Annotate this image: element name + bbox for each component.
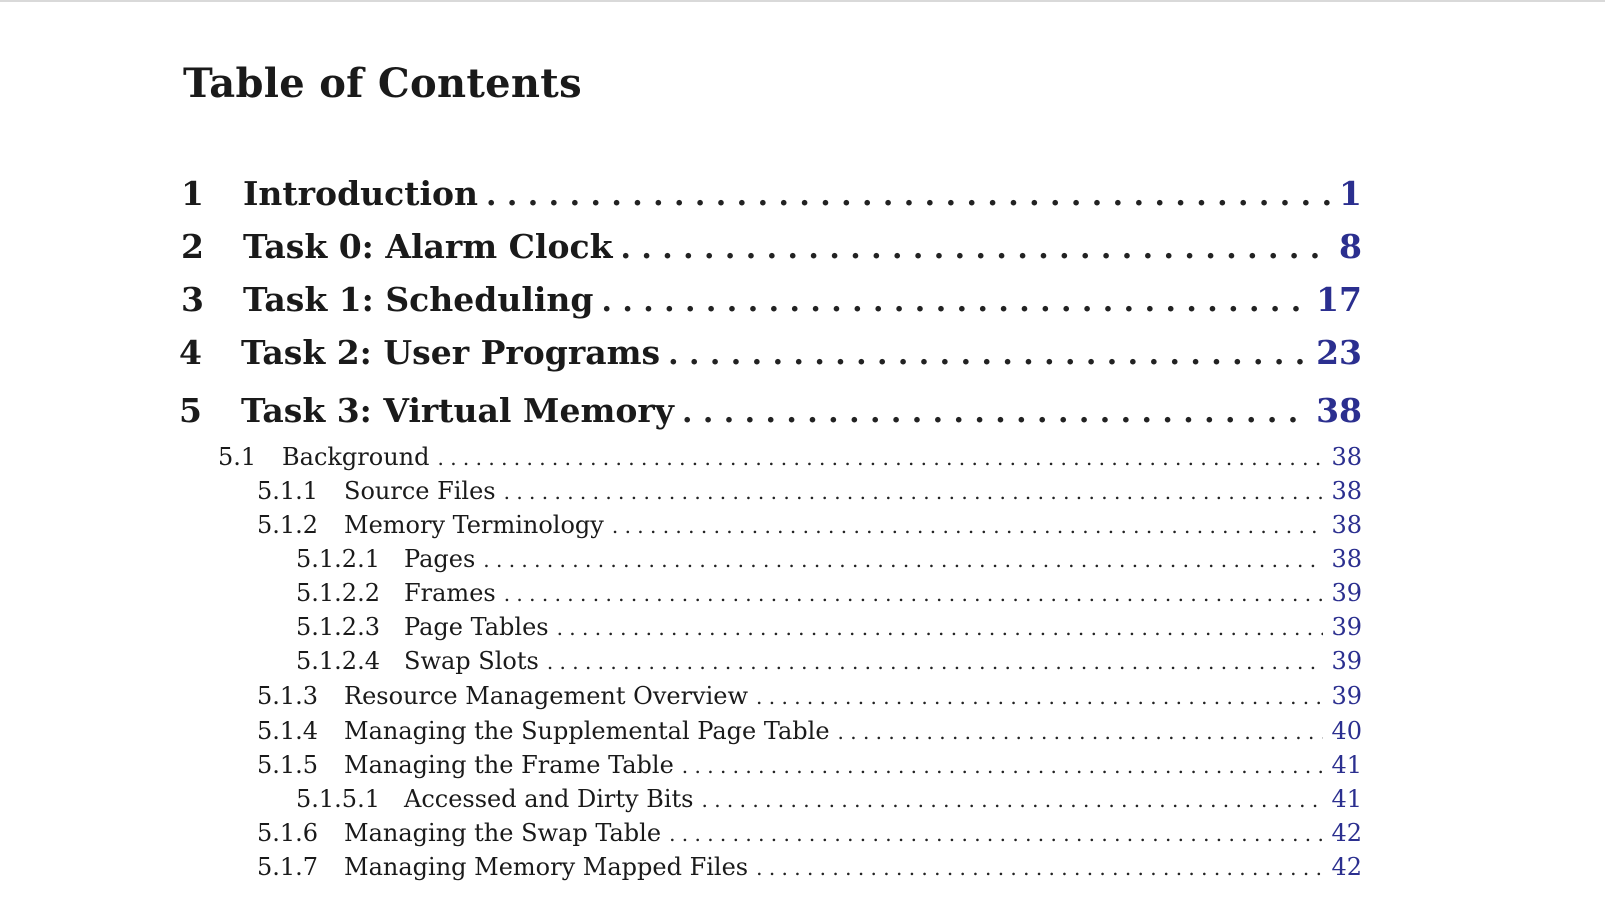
page-number-link[interactable]: 39 (1331, 682, 1362, 710)
dot-leader (620, 226, 1331, 272)
dot-leader (438, 441, 1324, 475)
dot-leader (483, 543, 1323, 577)
entry-label: Page Tables (404, 613, 549, 641)
toc-title: Table of Contents (183, 60, 582, 107)
toc-entry-chapter-2[interactable]: 2 Task 0: Alarm Clock 8 (181, 224, 1362, 270)
entry-label: Task 3: Virtual Memory (241, 391, 674, 430)
page-number-link[interactable]: 38 (1316, 391, 1362, 430)
dot-leader (547, 645, 1324, 679)
toc-entry-subsection[interactable]: 5.1.4 Managing the Supplemental Page Tab… (257, 714, 1362, 748)
page-number-link[interactable]: 8 (1339, 227, 1362, 266)
toc-entry-subsection[interactable]: 5.1.6 Managing the Swap Table 42 (257, 816, 1362, 850)
dot-leader (838, 715, 1324, 749)
entry-label: Task 1: Scheduling (243, 280, 594, 319)
entry-label: Introduction (243, 174, 479, 213)
entry-label: Source Files (344, 477, 496, 505)
entry-number: 2 (181, 227, 204, 266)
dot-leader (702, 783, 1324, 817)
entry-number: 1 (181, 174, 204, 213)
page-number-link[interactable]: 39 (1331, 613, 1362, 641)
entry-number: 5.1.2.4 (296, 647, 380, 675)
entry-number: 5.1.3 (257, 682, 319, 710)
toc-entry-chapter-4[interactable]: 4 Task 2: User Programs 23 (179, 330, 1362, 376)
dot-leader (756, 851, 1323, 885)
page-number-link[interactable]: 38 (1331, 477, 1362, 505)
toc-entry-chapter-1[interactable]: 1 Introduction 1 (181, 171, 1362, 217)
page-number-link[interactable]: 23 (1316, 333, 1362, 372)
entry-label: Swap Slots (404, 647, 539, 675)
page-number-link[interactable]: 1 (1339, 174, 1362, 213)
entry-number: 5.1.6 (257, 819, 319, 847)
entry-label: Accessed and Dirty Bits (404, 785, 694, 813)
entry-number: 5.1.2 (257, 511, 319, 539)
page-number-link[interactable]: 38 (1331, 443, 1362, 471)
page-number-link[interactable]: 38 (1331, 545, 1362, 573)
entry-number: 5.1.4 (257, 717, 319, 745)
dot-leader (504, 577, 1324, 611)
entry-number: 5.1.2.3 (296, 613, 380, 641)
entry-label: Memory Terminology (344, 511, 604, 539)
entry-label: Background (282, 443, 430, 471)
entry-number: 5.1 (218, 443, 257, 471)
dot-leader (668, 332, 1308, 378)
toc-entry-subsubsection[interactable]: 5.1.5.1 Accessed and Dirty Bits 41 (296, 782, 1362, 816)
dot-leader (682, 749, 1324, 783)
entry-label: Task 0: Alarm Clock (243, 227, 613, 266)
toc-entry-subsubsection[interactable]: 5.1.2.4 Swap Slots 39 (296, 644, 1362, 678)
entry-label: Managing the Frame Table (344, 751, 674, 779)
toc-entry-section[interactable]: 5.1 Background 38 (218, 440, 1362, 474)
entry-number: 3 (181, 280, 204, 319)
entry-number: 4 (179, 333, 202, 372)
toc-entry-subsubsection[interactable]: 5.1.2.1 Pages 38 (296, 542, 1362, 576)
dot-leader (756, 680, 1323, 714)
dot-leader (669, 817, 1323, 851)
page-number-link[interactable]: 40 (1331, 717, 1362, 745)
top-rule (0, 0, 1605, 2)
dot-leader (682, 390, 1308, 436)
entry-number: 5.1.1 (257, 477, 319, 505)
entry-label: Frames (404, 579, 496, 607)
toc-entry-subsection[interactable]: 5.1.3 Resource Management Overview 39 (257, 679, 1362, 713)
page-number-link[interactable]: 41 (1331, 785, 1362, 813)
toc-entry-chapter-3[interactable]: 3 Task 1: Scheduling 17 (181, 277, 1362, 323)
entry-label: Managing the Supplemental Page Table (344, 717, 830, 745)
page-number-link[interactable]: 42 (1331, 853, 1362, 881)
entry-label: Task 2: User Programs (241, 333, 661, 372)
entry-number: 5.1.5 (257, 751, 319, 779)
entry-number: 5.1.7 (257, 853, 319, 881)
dot-leader (486, 173, 1331, 219)
toc-entry-chapter-5[interactable]: 5 Task 3: Virtual Memory 38 (179, 388, 1362, 434)
toc-entry-subsubsection[interactable]: 5.1.2.2 Frames 39 (296, 576, 1362, 610)
page-number-link[interactable]: 39 (1331, 579, 1362, 607)
toc-entry-subsection[interactable]: 5.1.5 Managing the Frame Table 41 (257, 748, 1362, 782)
page-number-link[interactable]: 42 (1331, 819, 1362, 847)
entry-number: 5.1.2.1 (296, 545, 380, 573)
entry-number: 5.1.5.1 (296, 785, 380, 813)
entry-label: Managing Memory Mapped Files (344, 853, 749, 881)
entry-number: 5 (179, 391, 202, 430)
page-number-link[interactable]: 41 (1331, 751, 1362, 779)
entry-label: Pages (404, 545, 476, 573)
page-number-link[interactable]: 39 (1331, 647, 1362, 675)
entry-label: Managing the Swap Table (344, 819, 662, 847)
page-number-link[interactable]: 17 (1316, 280, 1362, 319)
dot-leader (612, 509, 1324, 543)
page-number-link[interactable]: 38 (1331, 511, 1362, 539)
dot-leader (601, 279, 1308, 325)
entry-number: 5.1.2.2 (296, 579, 380, 607)
dot-leader (504, 475, 1324, 509)
toc-entry-subsection[interactable]: 5.1.2 Memory Terminology 38 (257, 508, 1362, 542)
toc-entry-subsection[interactable]: 5.1.1 Source Files 38 (257, 474, 1362, 508)
toc-entry-subsubsection[interactable]: 5.1.2.3 Page Tables 39 (296, 610, 1362, 644)
toc-entry-subsection[interactable]: 5.1.7 Managing Memory Mapped Files 42 (257, 850, 1362, 884)
entry-label: Resource Management Overview (344, 682, 749, 710)
dot-leader (557, 611, 1324, 645)
